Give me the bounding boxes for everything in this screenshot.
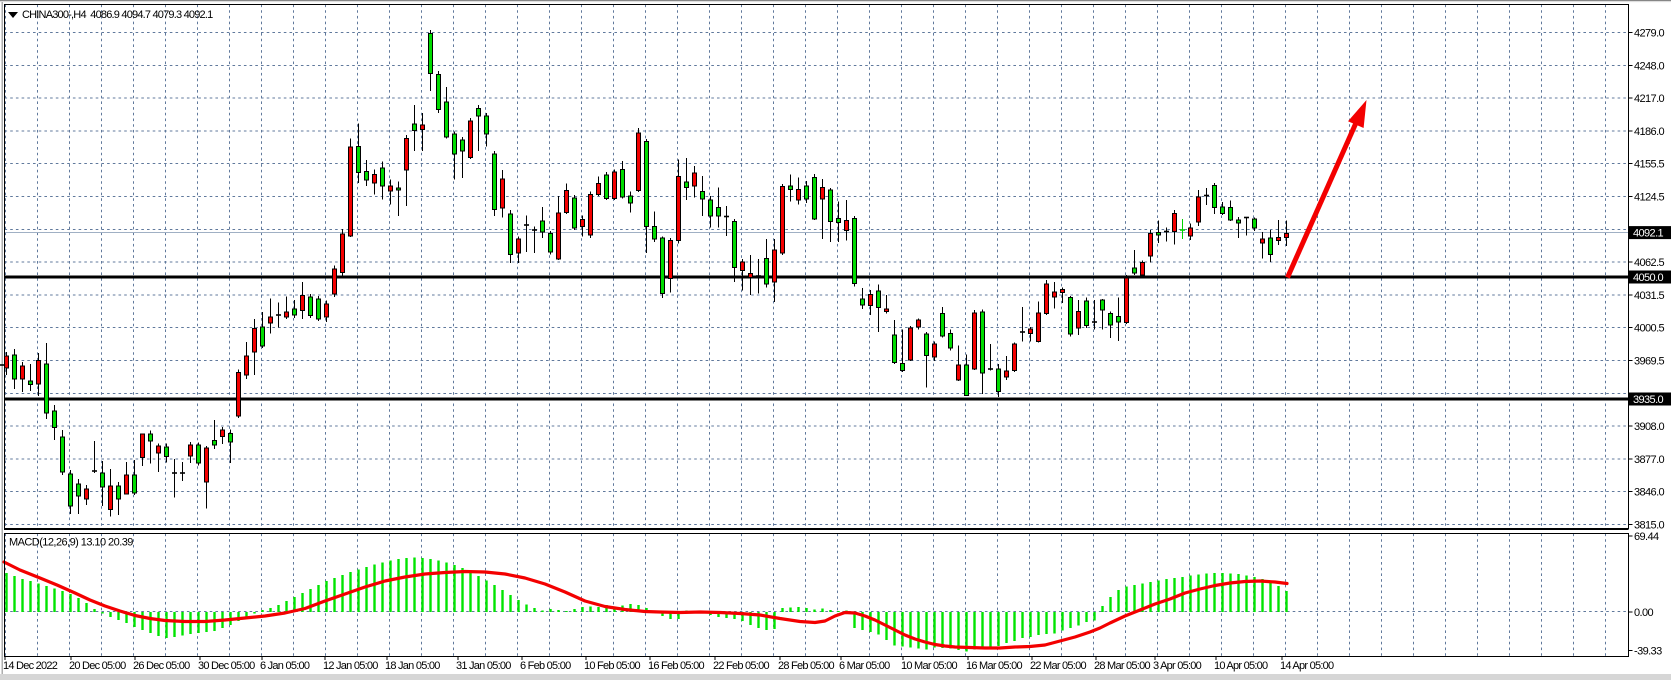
svg-text:3815.0: 3815.0 [1634,520,1665,532]
svg-text:6 Mar 05:00: 6 Mar 05:00 [839,660,890,672]
svg-text:4050.0: 4050.0 [1633,272,1664,284]
svg-text:3969.5: 3969.5 [1634,356,1665,368]
svg-text:30 Dec 05:00: 30 Dec 05:00 [198,660,255,672]
svg-text:12 Jan 05:00: 12 Jan 05:00 [323,660,378,672]
svg-text:4092.1: 4092.1 [1633,228,1664,240]
svg-text:3935.0: 3935.0 [1633,394,1664,406]
svg-text:22 Feb 05:00: 22 Feb 05:00 [713,660,769,672]
svg-text:4031.5: 4031.5 [1634,290,1665,302]
svg-text:4062.5: 4062.5 [1634,257,1665,269]
svg-text:22 Mar 05:00: 22 Mar 05:00 [1030,660,1086,672]
svg-text:10 Mar 05:00: 10 Mar 05:00 [901,660,957,672]
svg-text:4279.0: 4279.0 [1634,28,1665,40]
svg-text:28 Feb 05:00: 28 Feb 05:00 [778,660,834,672]
svg-text:10 Apr 05:00: 10 Apr 05:00 [1214,660,1268,672]
svg-text:16 Mar 05:00: 16 Mar 05:00 [966,660,1022,672]
svg-text:16 Feb 05:00: 16 Feb 05:00 [648,660,704,672]
svg-text:4000.5: 4000.5 [1634,323,1665,335]
svg-text:MACD(12,26,9) 13.10 20.39: MACD(12,26,9) 13.10 20.39 [9,537,133,549]
svg-text:6 Feb 05:00: 6 Feb 05:00 [520,660,571,672]
svg-text:31 Jan 05:00: 31 Jan 05:00 [456,660,511,672]
svg-text:4186.0: 4186.0 [1634,126,1665,138]
svg-text:6 Jan 05:00: 6 Jan 05:00 [260,660,310,672]
svg-text:0.00: 0.00 [1634,607,1653,619]
svg-text:28 Mar 05:00: 28 Mar 05:00 [1094,660,1150,672]
svg-text:26 Dec 05:00: 26 Dec 05:00 [133,660,190,672]
svg-text:20 Dec 05:00: 20 Dec 05:00 [69,660,126,672]
svg-text:14 Dec 2022: 14 Dec 2022 [3,660,58,672]
svg-text:4248.0: 4248.0 [1634,61,1665,73]
svg-text:4124.5: 4124.5 [1634,192,1665,204]
svg-text:CHINA300-,H4 4086.9 4094.7 40: CHINA300-,H4 4086.9 4094.7 4079.3 4092.1 [22,9,213,21]
svg-text:3 Apr 05:00: 3 Apr 05:00 [1153,660,1202,672]
svg-text:3877.0: 3877.0 [1634,454,1665,466]
svg-text:-39.33: -39.33 [1634,646,1662,658]
svg-text:4155.5: 4155.5 [1634,159,1665,171]
svg-text:10 Feb 05:00: 10 Feb 05:00 [584,660,640,672]
svg-text:69.44: 69.44 [1634,531,1659,543]
svg-text:14 Apr 05:00: 14 Apr 05:00 [1280,660,1334,672]
svg-text:4217.0: 4217.0 [1634,93,1665,105]
svg-text:18 Jan 05:00: 18 Jan 05:00 [385,660,440,672]
svg-text:3846.0: 3846.0 [1634,487,1665,499]
svg-text:3908.0: 3908.0 [1634,421,1665,433]
